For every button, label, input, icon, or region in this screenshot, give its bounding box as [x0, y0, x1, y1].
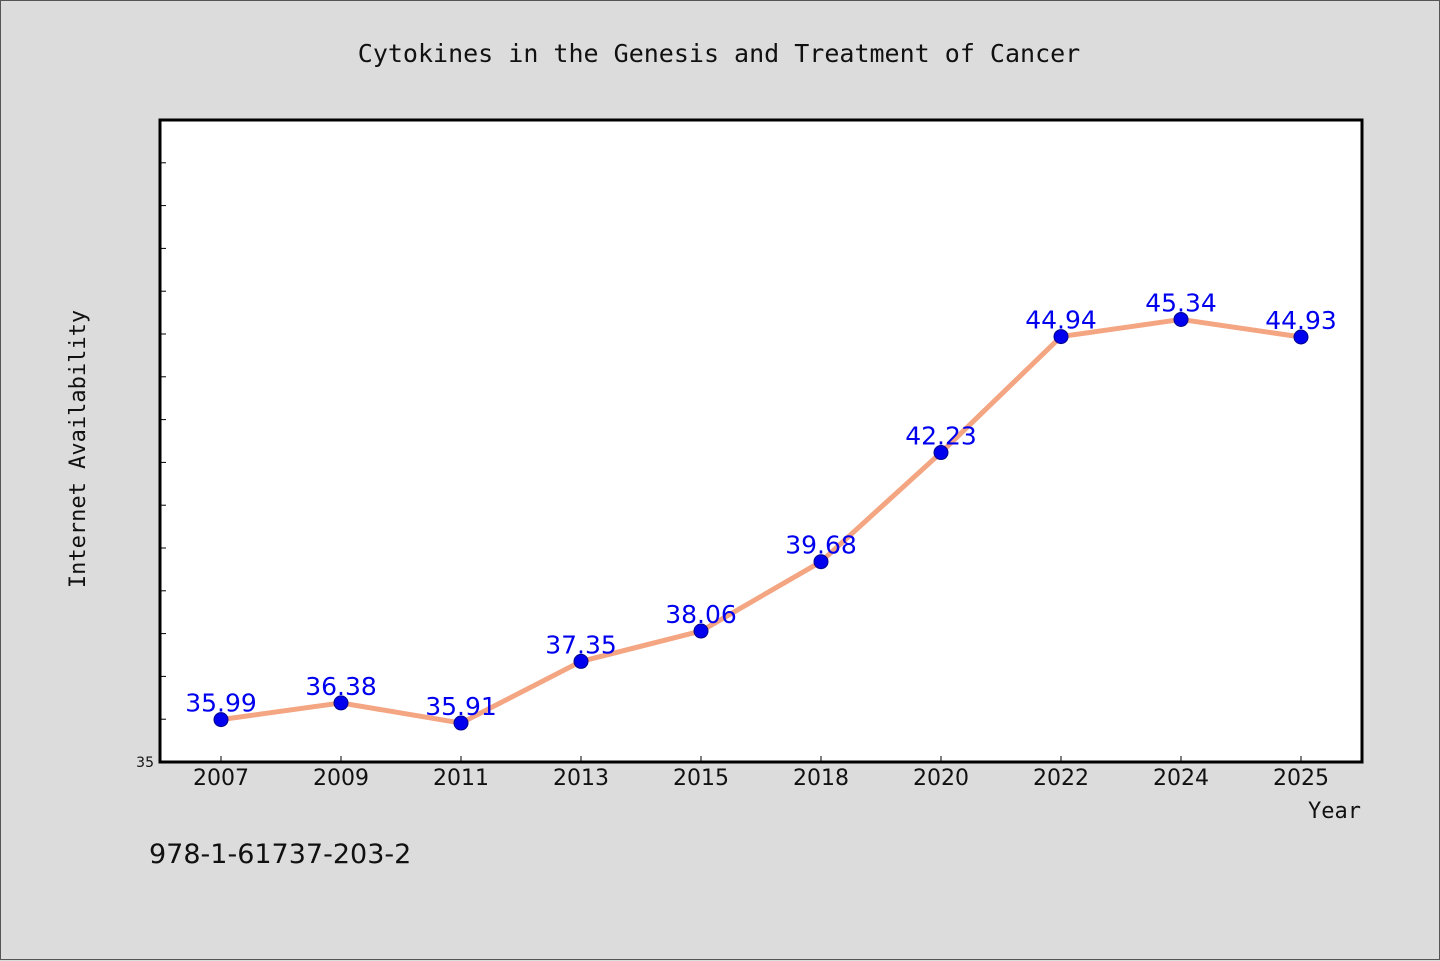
data-point-marker	[933, 445, 949, 461]
plot-area	[158, 118, 1364, 764]
x-tick-labels: 2007 2009 2011 2013 2015 2018 2020 2022 2024 2025	[193, 766, 1329, 791]
data-point-marker	[693, 623, 709, 639]
y-tick-label: 35	[136, 755, 154, 771]
x-tick-label: 2007	[193, 766, 249, 791]
isbn-text: 978-1-61737-203-2	[149, 839, 411, 870]
data-point-marker	[453, 715, 469, 731]
data-point-marker	[1293, 329, 1309, 345]
x-tick-label: 2011	[433, 766, 489, 791]
x-tick-label: 2024	[1153, 766, 1209, 791]
data-point-marker	[573, 653, 589, 669]
x-axis-title: Year	[1308, 799, 1361, 824]
data-point-marker	[333, 695, 349, 711]
data-point-marker	[1173, 311, 1189, 327]
x-tick-label: 2009	[313, 766, 369, 791]
x-axis-ticks	[220, 756, 1302, 762]
series-line	[220, 316, 1302, 726]
data-point-marker	[813, 554, 829, 570]
data-labels: 35.9936.3835.9137.3538.0639.6842.2344.94…	[185, 288, 1337, 721]
series-markers	[213, 311, 1309, 731]
x-tick-label: 2025	[1273, 766, 1329, 791]
series-group: 35.9936.3835.9137.3538.0639.6842.2344.94…	[185, 288, 1337, 731]
data-point-marker	[213, 712, 229, 728]
x-tick-label: 2020	[913, 766, 969, 791]
chart-title: Cytokines in the Genesis and Treatment o…	[358, 39, 1080, 68]
x-tick-label: 2022	[1033, 766, 1089, 791]
x-tick-label: 2015	[673, 766, 729, 791]
x-tick-label: 2013	[553, 766, 609, 791]
data-point-marker	[1053, 329, 1069, 345]
y-axis-ticks	[160, 162, 166, 763]
y-axis-title: Internet Availability	[66, 310, 91, 588]
x-tick-label: 2018	[793, 766, 849, 791]
